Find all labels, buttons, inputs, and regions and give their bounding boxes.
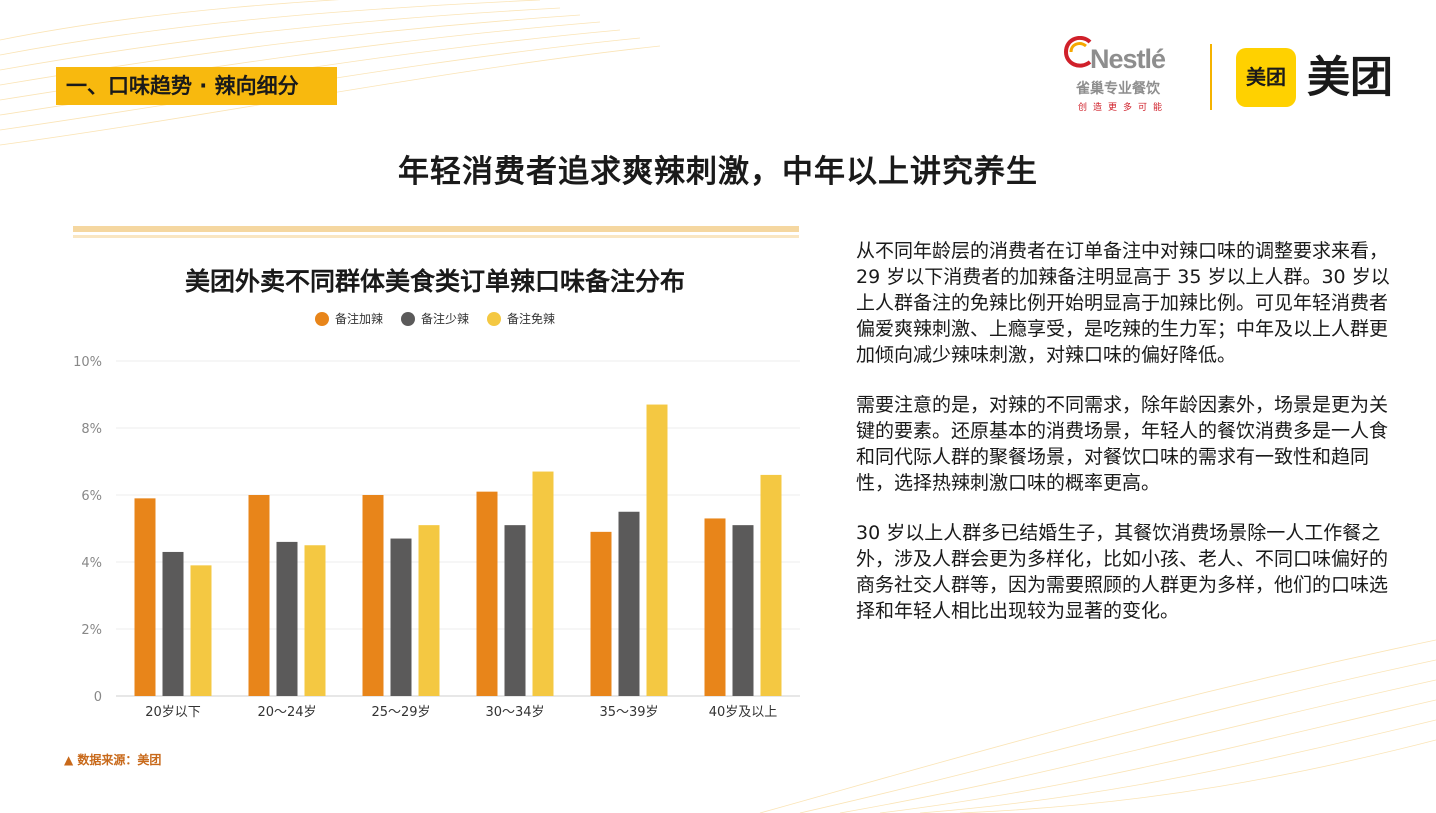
bar — [304, 545, 326, 696]
legend-swatch — [400, 311, 415, 326]
page-title: 年轻消费者追求爽辣刺激，中年以上讲究养生 — [398, 154, 1038, 190]
logo-divider — [1210, 44, 1212, 110]
bar — [276, 541, 298, 696]
y-tick-label: 6% — [81, 489, 102, 504]
legend-item-less-spicy: 备注少辣 — [400, 310, 469, 327]
bar — [590, 531, 612, 696]
x-tick-label: 30～34岁 — [485, 705, 544, 720]
nestle-wordmark: Nestlé — [1090, 44, 1166, 74]
chart-title: 美团外卖不同群体美食类订单辣口味备注分布 — [184, 267, 685, 296]
bar — [248, 495, 270, 696]
legend-label: 备注免辣 — [507, 312, 556, 326]
bar — [418, 525, 440, 696]
nestle-subtitle: 雀巢专业餐饮 — [1076, 81, 1160, 97]
chart-legend: 备注加辣 备注少辣 备注免辣 — [60, 310, 810, 327]
panel-top-bar — [73, 226, 799, 232]
x-tick-label: 35～39岁 — [599, 705, 658, 720]
y-tick-label: 2% — [81, 623, 102, 638]
data-source: ▲ 数据来源：美团 — [64, 753, 162, 767]
bar — [190, 565, 212, 696]
x-tick-label: 25～29岁 — [371, 705, 430, 720]
bar — [646, 404, 668, 696]
panel-top-bar-thin — [73, 235, 799, 238]
bar — [362, 495, 384, 696]
bar-chart: 0 2% 4% 6% 8% 10% 20岁以下 20～24岁 25～29岁 30～34岁 35～39… — [73, 355, 800, 720]
y-tick-label: 4% — [81, 556, 102, 571]
bar — [618, 511, 640, 696]
bar — [504, 525, 526, 696]
x-tick-label: 40岁及以上 — [709, 705, 778, 720]
y-tick-label: 8% — [81, 422, 102, 437]
body-text: 从不同年龄层的消费者在订单备注中对辣口味的调整要求来看，29 岁以下消费者的加辣… — [856, 238, 1396, 648]
meituan-wordmark: 美团 — [1307, 53, 1393, 103]
y-tick-label: 0 — [94, 690, 102, 705]
bar — [760, 474, 782, 696]
legend-swatch — [487, 311, 501, 326]
paragraph-3: 30 岁以上人群多已结婚生子，其餐饮消费场景除一人工作餐之外，涉及人群会更为多样… — [856, 522, 1389, 622]
y-tick-label: 10% — [73, 355, 102, 370]
bar — [390, 538, 412, 696]
legend-swatch — [314, 311, 329, 326]
paragraph-1: 从不同年龄层的消费者在订单备注中对辣口味的调整要求来看，29 岁以下消费者的加辣… — [856, 240, 1390, 366]
nestle-slogan: 创造更多可能 — [1078, 103, 1169, 113]
bar — [704, 518, 726, 696]
x-tick-label: 20～24岁 — [257, 705, 316, 720]
bar — [532, 471, 554, 696]
x-tick-label: 20岁以下 — [145, 705, 201, 720]
chart-panel: 美团外卖不同群体美食类订单辣口味备注分布 备注加辣 备注少辣 备注免辣 0 2% 4… — [60, 220, 810, 785]
nestle-logo-icon — [1064, 36, 1092, 68]
bar — [476, 491, 498, 696]
bar — [732, 525, 754, 696]
paragraph-2: 需要注意的是，对辣的不同需求，除年龄因素外，场景是更为关键的要素。还原基本的消费… — [856, 394, 1389, 494]
meituan-badge: 美团 — [1236, 48, 1296, 107]
brand-logos: Nestlé 雀巢专业餐饮 创造更多可能 美团 美团 — [1060, 36, 1410, 116]
legend-item-add-spicy: 备注加辣 — [314, 310, 383, 327]
legend-label: 备注加辣 — [334, 312, 383, 326]
bar — [162, 551, 184, 696]
section-tag: 一、口味趋势 · 辣向细分 — [56, 67, 337, 105]
legend-item-no-spicy: 备注免辣 — [487, 310, 555, 327]
bar — [134, 498, 156, 696]
legend-label: 备注少辣 — [420, 312, 469, 326]
